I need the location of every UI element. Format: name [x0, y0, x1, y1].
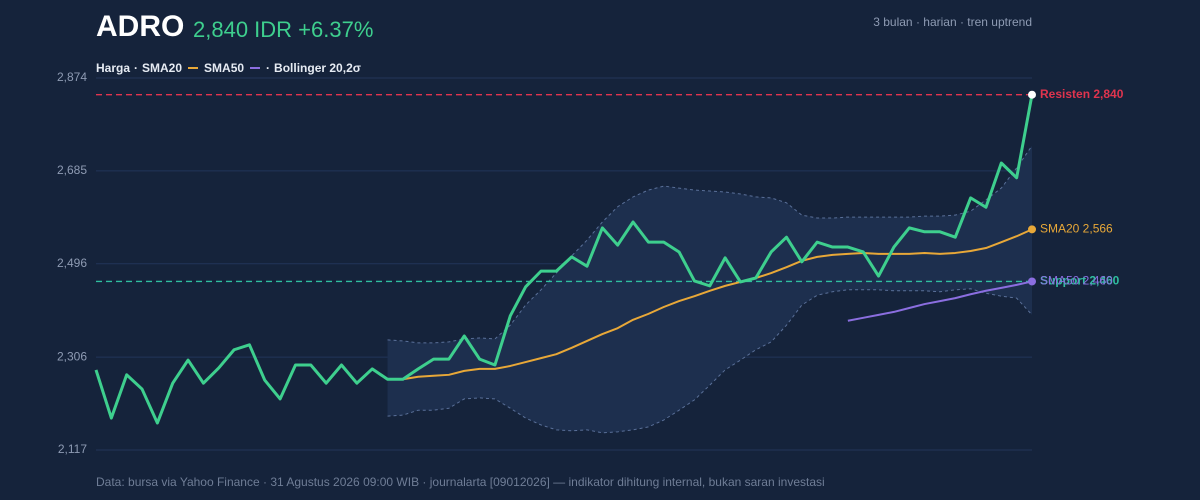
chart-subtitle: 2,840 IDR +6.37% [193, 17, 374, 42]
legend-label: Harga [96, 61, 131, 75]
y-tick-label: 2,874 [57, 70, 87, 84]
y-tick-label: 2,496 [57, 256, 87, 270]
series-line [847, 280, 1033, 322]
chart-note: 3 bulan · harian · tren uptrend [873, 15, 1032, 29]
end-dot [1028, 277, 1036, 286]
legend-label: SMA20 [142, 61, 183, 75]
legend-label: Bollinger 20,2σ [274, 61, 361, 75]
end-dot [1028, 225, 1036, 234]
legend-sep: · [134, 61, 139, 75]
reference-label: Support 2,460 [1040, 274, 1120, 288]
band-area [387, 145, 1032, 433]
legend: Harga · SMA20 SMA50 · Bollinger 20,2σ [96, 61, 361, 75]
reference-label: Resisten 2,840 [1040, 87, 1124, 101]
end-label: SMA20 2,566 [1040, 222, 1113, 236]
legend-swatch [188, 67, 199, 69]
end-dot [1028, 90, 1036, 99]
y-tick-label: 2,306 [57, 349, 87, 363]
end-label: SMA50 2,460 [1040, 274, 1113, 288]
band-edge [387, 145, 1033, 344]
legend-label: SMA50 [204, 61, 245, 75]
series-line [387, 228, 1033, 381]
series-line [94, 94, 1034, 425]
legend-swatch [250, 67, 261, 69]
source: Data: bursa via Yahoo Finance · 31 Agust… [96, 475, 825, 489]
y-tick-label: 2,685 [57, 163, 87, 177]
legend-sep: · [266, 61, 271, 75]
y-tick-label: 2,117 [58, 442, 87, 456]
chart-title: ADRO [96, 10, 185, 43]
